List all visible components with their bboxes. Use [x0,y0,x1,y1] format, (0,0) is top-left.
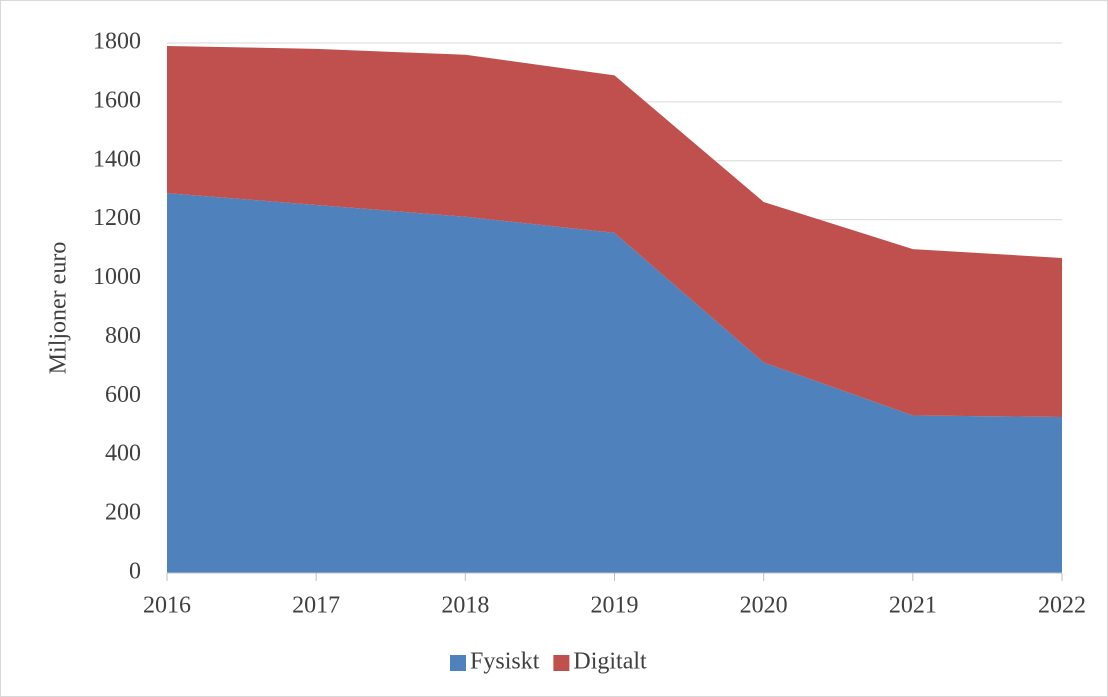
y-tick-label: 200 [105,500,141,526]
y-tick-label: 1200 [93,205,141,231]
x-tick-label: 2022 [1038,593,1086,619]
x-tick-label: 2020 [740,593,788,619]
x-tick-label: 2019 [591,593,639,619]
y-axis-label: Miljoner euro [46,242,72,375]
legend-swatch [553,655,570,671]
legend-label: Digitalt [573,649,647,675]
y-tick-label: 1800 [93,29,141,55]
y-tick-label: 400 [105,441,141,467]
y-tick-label: 0 [129,559,141,585]
area [167,45,1062,417]
x-tick-label: 2018 [441,593,489,619]
y-tick-label: 1600 [93,87,141,113]
y-tick-label: 1400 [93,146,141,172]
x-tick-label: 2016 [143,593,191,619]
legend-label: Fysiskt [470,649,540,675]
y-tick-label: 800 [105,323,141,349]
area [167,193,1062,573]
legend-swatch [450,655,466,671]
x-tick-label: 2021 [889,593,937,619]
x-tick-label: 2017 [292,593,340,619]
y-tick-label: 600 [105,382,141,408]
y-tick-label: 1000 [93,264,141,290]
